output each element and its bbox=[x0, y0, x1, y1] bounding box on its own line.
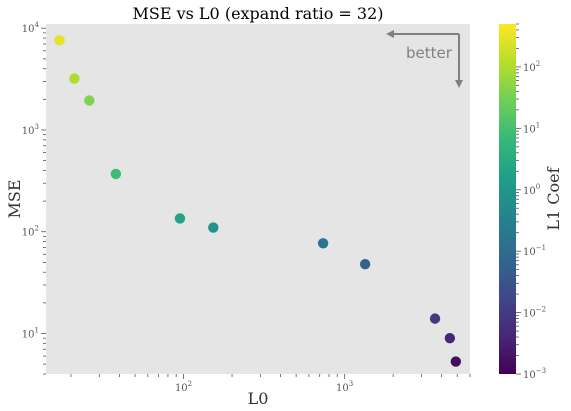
chart-title: MSE vs L0 (expand ratio = 32) bbox=[132, 4, 383, 23]
scatter-point bbox=[429, 313, 441, 324]
y-tick-label: 104 bbox=[22, 21, 40, 35]
x-axis-label: L0 bbox=[248, 389, 269, 408]
colorbar-tick-label: 100 bbox=[523, 183, 540, 197]
y-tick-label: 103 bbox=[22, 123, 39, 137]
scatter-points bbox=[54, 35, 462, 367]
better-arrowhead-down bbox=[455, 80, 463, 88]
y-tick-label: 101 bbox=[22, 327, 39, 341]
colorbar-tick-label: 10−1 bbox=[523, 244, 546, 258]
scatter-point bbox=[208, 222, 219, 233]
x-tick-label: 102 bbox=[175, 380, 192, 394]
colorbar bbox=[499, 24, 516, 374]
y-axis-label: MSE bbox=[5, 179, 24, 218]
scatter-point bbox=[317, 238, 329, 249]
colorbar-label: L1 Coef bbox=[544, 166, 563, 230]
colorbar-tick-label: 101 bbox=[523, 121, 540, 135]
scatter-point bbox=[54, 35, 65, 46]
scatter-point bbox=[444, 332, 456, 344]
scatter-point bbox=[69, 73, 80, 84]
scatter-point bbox=[110, 168, 122, 180]
better-label: better bbox=[406, 44, 453, 62]
colorbar-ticks: 10−3 10−2 10−1 100 101 102 bbox=[516, 23, 546, 381]
x-axis: 102 103 bbox=[70, 374, 471, 394]
colorbar-tick-label: 10−2 bbox=[523, 306, 546, 320]
colorbar-tick-label: 102 bbox=[523, 60, 540, 74]
x-tick-label: 103 bbox=[336, 380, 353, 394]
scatter-point bbox=[450, 356, 462, 367]
better-arrowhead-left bbox=[386, 30, 394, 38]
scatter-point bbox=[84, 95, 95, 106]
scatter-point bbox=[174, 213, 186, 224]
better-annotation: better bbox=[386, 30, 463, 88]
scatter-point bbox=[359, 258, 371, 270]
y-axis: 101 102 103 104 bbox=[22, 21, 46, 375]
plot-area bbox=[46, 24, 470, 374]
y-tick-label: 102 bbox=[22, 225, 39, 239]
colorbar-tick-label: 10−3 bbox=[523, 367, 546, 381]
